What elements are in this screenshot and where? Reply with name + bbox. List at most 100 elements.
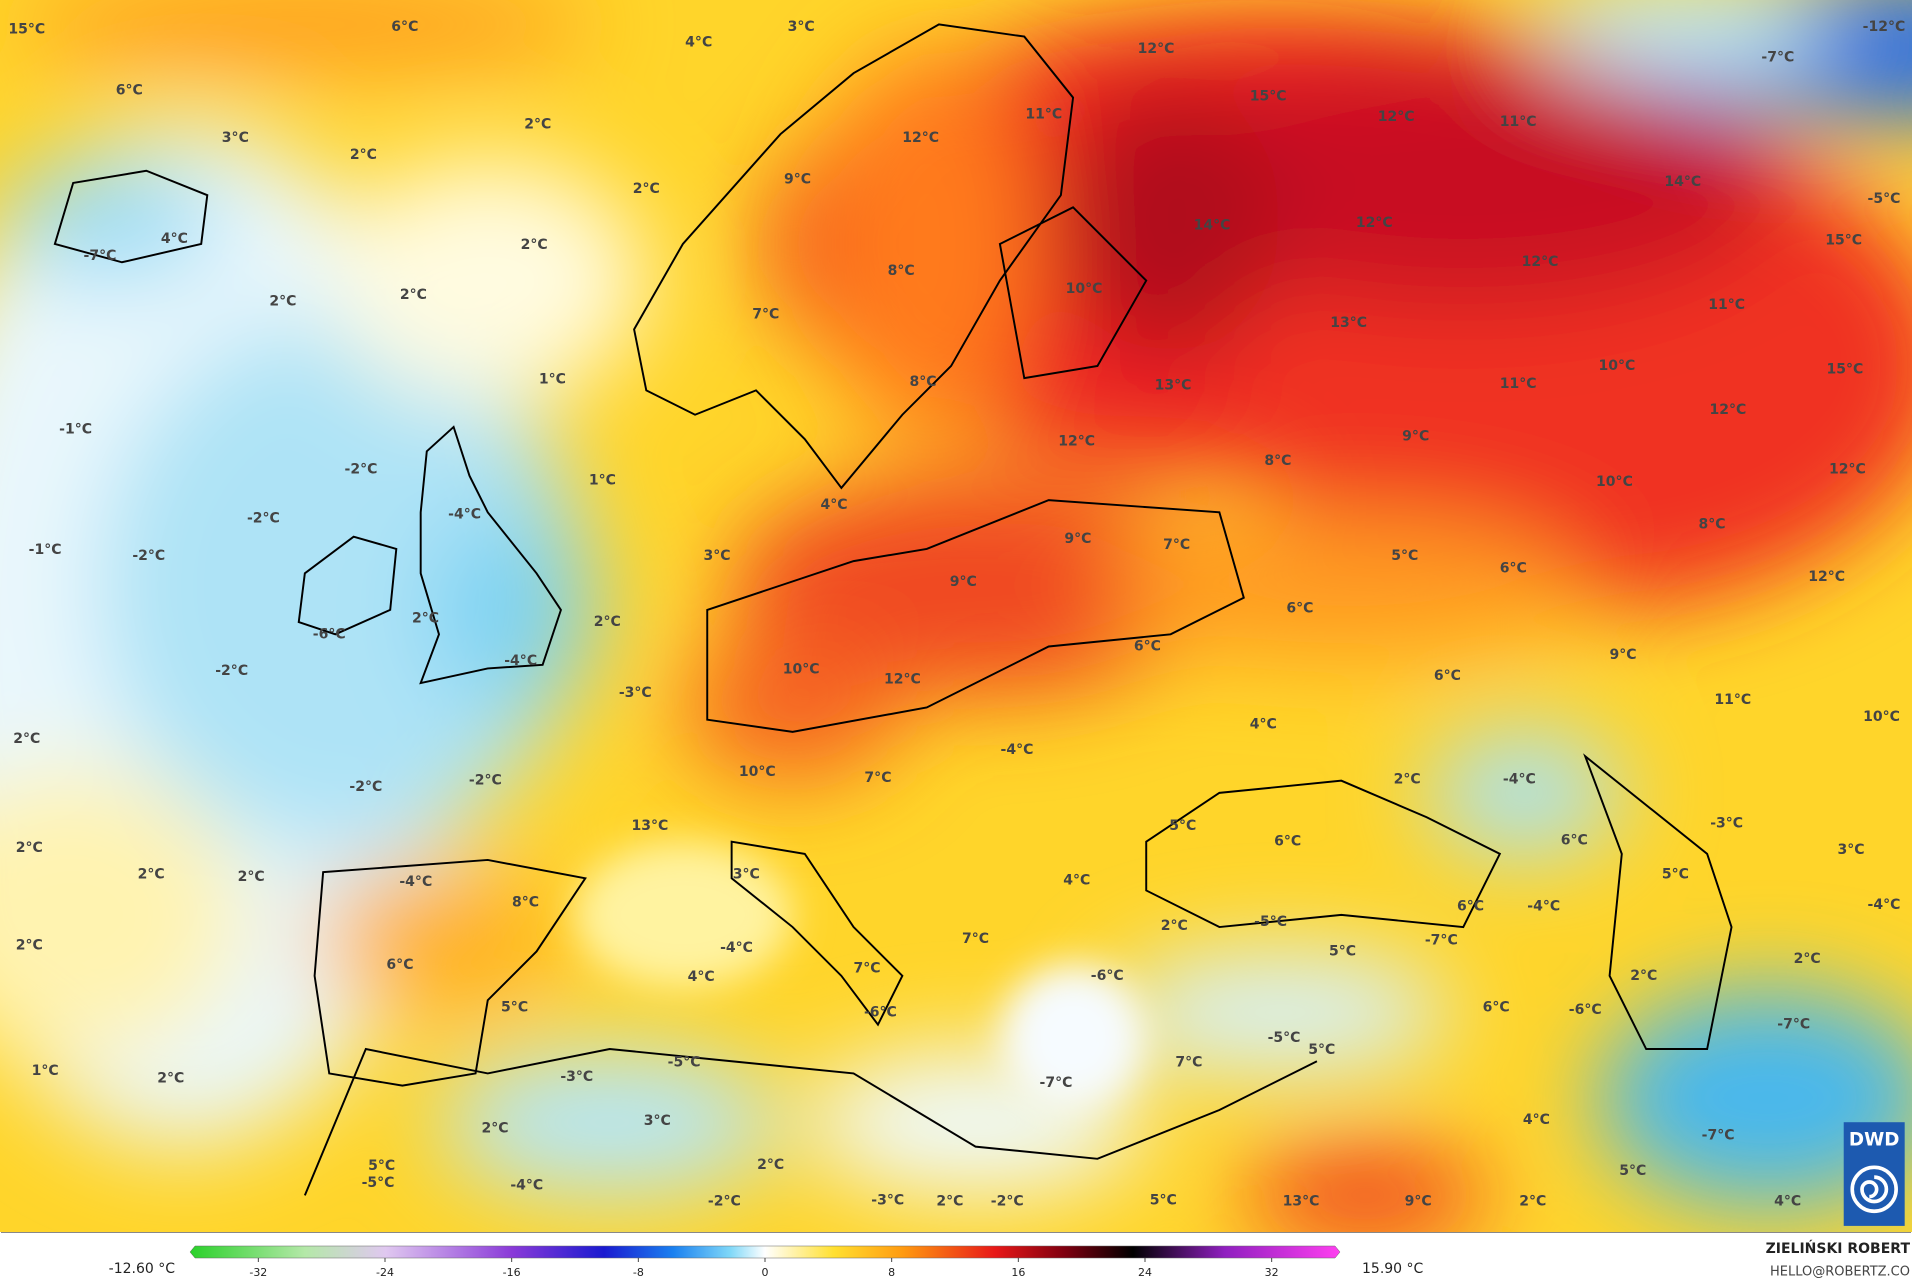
colorbar-tick-label: -24 bbox=[376, 1266, 394, 1279]
temp-label: 2°C bbox=[1161, 918, 1188, 934]
temp-label: 6°C bbox=[1483, 1000, 1510, 1016]
colorbar-tick-label: 8 bbox=[888, 1266, 895, 1279]
temp-label: 4°C bbox=[1774, 1194, 1801, 1210]
temp-label: 2°C bbox=[1519, 1194, 1546, 1210]
colorbar-max: 15.90 °C bbox=[1362, 1261, 1424, 1277]
temp-label: 13°C bbox=[1155, 377, 1192, 393]
temp-label: -3°C bbox=[560, 1069, 593, 1085]
temp-label: -5°C bbox=[1254, 914, 1287, 930]
temp-label: 3°C bbox=[703, 548, 730, 564]
temp-label: 3°C bbox=[733, 867, 760, 883]
temp-label: 5°C bbox=[1169, 818, 1196, 834]
colorbar bbox=[189, 1245, 1341, 1259]
temp-label: 12°C bbox=[1829, 462, 1866, 478]
colorbar-strip: -12.60 °C 15.90 °C ZIELIŃSKI ROBERT HELL… bbox=[1, 1232, 1911, 1280]
temp-label: 13°C bbox=[1330, 315, 1367, 331]
temp-label: 2°C bbox=[524, 116, 551, 132]
colorbar-min: -12.60 °C bbox=[109, 1261, 176, 1277]
temp-label: -4°C bbox=[1503, 771, 1536, 787]
temp-label: -5°C bbox=[1268, 1030, 1301, 1046]
temp-label: -4°C bbox=[510, 1178, 543, 1194]
colorbar-ticks: -32 -24 -16 -8 0 8 16 24 32 bbox=[249, 1258, 1279, 1279]
temp-label: -3°C bbox=[1710, 815, 1743, 831]
temp-label: 7°C bbox=[853, 961, 880, 977]
temp-label: -5°C bbox=[668, 1054, 701, 1070]
temp-label: 15°C bbox=[1825, 232, 1862, 248]
temp-label: 4°C bbox=[1523, 1112, 1550, 1128]
temp-label: -12°C bbox=[1863, 19, 1906, 35]
temp-label: 6°C bbox=[1500, 560, 1527, 576]
colorbar-tick-label: 24 bbox=[1138, 1266, 1152, 1279]
temp-label: 6°C bbox=[1561, 832, 1588, 848]
temp-label: 12°C bbox=[902, 130, 939, 146]
logo-box bbox=[1843, 1122, 1905, 1226]
temp-label: 7°C bbox=[1175, 1054, 1202, 1070]
temp-label: 9°C bbox=[1064, 531, 1091, 547]
temp-label: 6°C bbox=[386, 957, 413, 973]
temp-label: 2°C bbox=[238, 869, 265, 885]
temp-label: 5°C bbox=[1329, 943, 1356, 959]
temp-label: 14°C bbox=[1194, 218, 1231, 234]
temp-label: -7°C bbox=[1761, 49, 1794, 65]
temp-label: 15°C bbox=[1827, 362, 1864, 378]
temp-label: 8°C bbox=[512, 895, 539, 911]
logo-spiral bbox=[1850, 1165, 1898, 1214]
temp-label: 6°C bbox=[1434, 668, 1461, 684]
colorbar-tick-label: 16 bbox=[1011, 1266, 1025, 1279]
temp-label: 12°C bbox=[884, 671, 921, 687]
temp-label: 6°C bbox=[1274, 834, 1301, 850]
temp-label: 8°C bbox=[910, 374, 937, 390]
temp-label: 11°C bbox=[1025, 107, 1062, 123]
temp-label: 11°C bbox=[1714, 692, 1751, 708]
temp-label: 9°C bbox=[950, 574, 977, 590]
temp-label: 13°C bbox=[632, 818, 669, 834]
temp-label: -7°C bbox=[1777, 1017, 1810, 1033]
temp-label: 12°C bbox=[1138, 41, 1175, 57]
colorbar-tick-label: 0 bbox=[762, 1266, 769, 1279]
temp-label: 3°C bbox=[788, 19, 815, 35]
temp-label: 1°C bbox=[589, 473, 616, 489]
temp-label: 2°C bbox=[13, 731, 40, 747]
sea-areas bbox=[573, 841, 1147, 1111]
temp-label: 5°C bbox=[368, 1158, 395, 1174]
temp-label: 15°C bbox=[1250, 88, 1287, 104]
temp-label: -6°C bbox=[1569, 1002, 1602, 1018]
temp-label: 2°C bbox=[633, 181, 660, 197]
coastlines bbox=[53, 23, 1733, 1196]
temp-label: 8°C bbox=[888, 263, 915, 279]
colorbar-tick-label: -8 bbox=[633, 1266, 644, 1279]
temp-label: 8°C bbox=[1264, 453, 1291, 469]
temp-label: 2°C bbox=[757, 1157, 784, 1173]
temp-label: 7°C bbox=[752, 307, 779, 323]
temp-label: -2°C bbox=[132, 548, 165, 564]
temp-label: 2°C bbox=[1630, 968, 1657, 984]
temp-label: -4°C bbox=[1001, 742, 1034, 758]
colorbar-tick-label: 32 bbox=[1265, 1266, 1279, 1279]
temp-label: 5°C bbox=[1391, 548, 1418, 564]
temp-label: -4°C bbox=[720, 940, 753, 956]
temp-label: 15°C bbox=[8, 21, 45, 37]
temp-label: -3°C bbox=[871, 1192, 904, 1208]
temp-label: 5°C bbox=[1662, 867, 1689, 883]
temp-label: 10°C bbox=[783, 662, 820, 678]
credit-name: ZIELIŃSKI ROBERT bbox=[1766, 1239, 1911, 1257]
temp-label: -2°C bbox=[349, 779, 382, 795]
temp-label: 5°C bbox=[1150, 1192, 1177, 1208]
logo: DWD bbox=[1843, 1122, 1905, 1226]
colorbar-tick-label: -16 bbox=[503, 1266, 521, 1279]
temp-label: -2°C bbox=[469, 773, 502, 789]
temp-label: -4°C bbox=[448, 507, 481, 523]
temp-label: 3°C bbox=[222, 130, 249, 146]
temp-label: -2°C bbox=[708, 1194, 741, 1210]
temp-label: 2°C bbox=[1794, 951, 1821, 967]
temp-label: 4°C bbox=[1250, 717, 1277, 733]
temp-label: 12°C bbox=[1522, 254, 1559, 270]
temp-label: -4°C bbox=[1868, 897, 1901, 913]
temp-label: 3°C bbox=[1838, 842, 1865, 858]
temp-label: 11°C bbox=[1500, 114, 1537, 130]
temp-label: 11°C bbox=[1500, 376, 1537, 392]
temp-label: 7°C bbox=[864, 770, 891, 786]
temp-label: 9°C bbox=[1609, 647, 1636, 663]
temp-label: 12°C bbox=[1378, 109, 1415, 125]
